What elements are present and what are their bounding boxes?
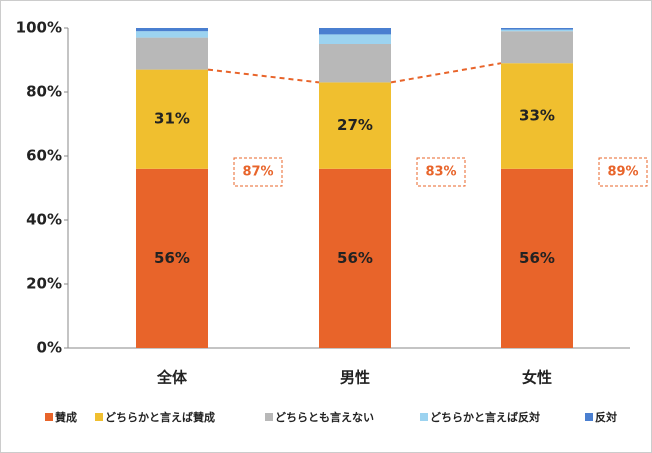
bar-segment <box>319 34 391 44</box>
connector <box>390 62 502 84</box>
x-tick-label: 全体 <box>156 369 188 387</box>
bar-segment <box>501 28 573 30</box>
bar-segment <box>319 168 391 348</box>
connector <box>207 68 320 84</box>
legend-label: 賛成 <box>55 410 77 424</box>
data-label: 56% <box>337 249 373 267</box>
legend-swatch <box>95 413 103 421</box>
x-tick-label: 女性 <box>522 369 552 387</box>
bar-segment <box>501 63 573 169</box>
bar-segment <box>136 69 208 169</box>
legend-swatch <box>585 413 593 421</box>
y-tick-label: 80% <box>26 83 62 101</box>
bar-segment <box>501 29 573 32</box>
bar-segment <box>501 168 573 348</box>
annotation-label: 87% <box>242 165 273 180</box>
annotation-label: 83% <box>425 165 456 180</box>
bar-segment <box>136 28 208 32</box>
legend-swatch <box>265 413 273 421</box>
data-label: 56% <box>519 249 555 267</box>
y-tick-label: 20% <box>26 275 62 293</box>
data-label: 31% <box>154 110 190 128</box>
bar-segment <box>319 44 391 83</box>
legend-swatch <box>420 413 428 421</box>
annotation-label: 89% <box>607 165 638 180</box>
annotation-box <box>416 157 466 187</box>
y-tick-label: 40% <box>26 211 62 229</box>
y-tick-label: 100% <box>16 19 62 37</box>
y-tick-label: 60% <box>26 147 62 165</box>
legend-label: どちらかと言えば賛成 <box>105 410 215 424</box>
bar-segment <box>136 37 208 70</box>
data-label: 56% <box>154 249 190 267</box>
annotation-box <box>598 157 648 187</box>
annotation-box <box>233 157 283 187</box>
legend-label: どちらかと言えば反対 <box>430 410 540 424</box>
bar-segment <box>319 82 391 169</box>
data-label: 33% <box>519 107 555 125</box>
bar-segment <box>501 31 573 64</box>
bar-segment <box>136 168 208 348</box>
legend-label: 反対 <box>595 410 617 424</box>
data-label: 27% <box>337 116 373 134</box>
y-tick-label: 0% <box>37 339 62 357</box>
legend-label: どちらとも言えない <box>275 410 374 424</box>
bar-segment <box>319 28 391 35</box>
legend-swatch <box>45 413 53 421</box>
bar-segment <box>136 31 208 38</box>
x-tick-label: 男性 <box>340 369 370 387</box>
